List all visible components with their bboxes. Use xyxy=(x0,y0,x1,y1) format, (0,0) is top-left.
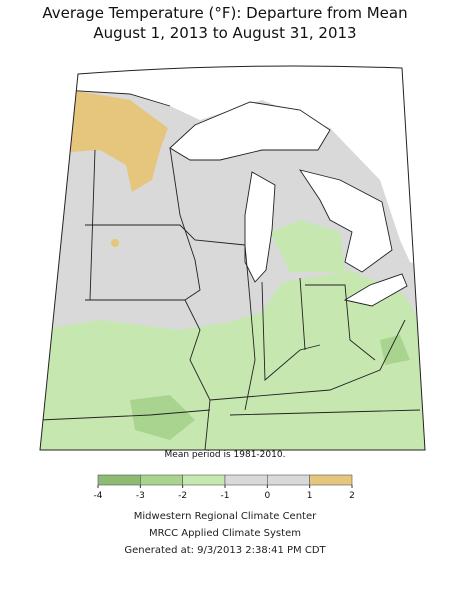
map xyxy=(40,66,425,450)
legend-tick-label: 2 xyxy=(349,491,355,501)
anomaly-area xyxy=(130,335,410,440)
legend-swatch xyxy=(309,474,353,486)
legend-swatch xyxy=(140,474,183,486)
legend-tick-label: 0 xyxy=(264,491,270,501)
map-frame xyxy=(39,65,426,451)
anomaly-area xyxy=(270,220,345,272)
footer: MRCC Applied Climate System xyxy=(149,528,301,539)
canada xyxy=(40,66,425,270)
legend-tick-label: -4 xyxy=(94,491,103,501)
title: Average Temperature (°F): Departure from… xyxy=(42,4,407,22)
title: August 1, 2013 to August 31, 2013 xyxy=(93,24,356,42)
legend-swatch xyxy=(182,474,226,486)
legend-tick-label: -3 xyxy=(136,491,145,501)
lake-michigan xyxy=(244,171,276,283)
legend-swatch xyxy=(267,474,310,486)
lake-erie xyxy=(343,273,408,307)
lake-huron xyxy=(298,169,393,273)
anomaly-area xyxy=(70,90,168,192)
footer: Generated at: 9/3/2013 2:38:41 PM CDT xyxy=(124,545,326,556)
legend-tick-label: -2 xyxy=(178,491,187,501)
legend-tick-label: 1 xyxy=(307,491,313,501)
lake-superior xyxy=(169,101,331,161)
note: Mean period is 1981-2010. xyxy=(165,450,286,460)
anomaly-area xyxy=(111,239,119,247)
footer: Midwestern Regional Climate Center xyxy=(134,511,317,522)
state-lines xyxy=(40,87,421,450)
legend-tick-label: -1 xyxy=(221,491,230,501)
legend-swatch xyxy=(97,474,141,486)
legend-swatch xyxy=(224,474,268,486)
